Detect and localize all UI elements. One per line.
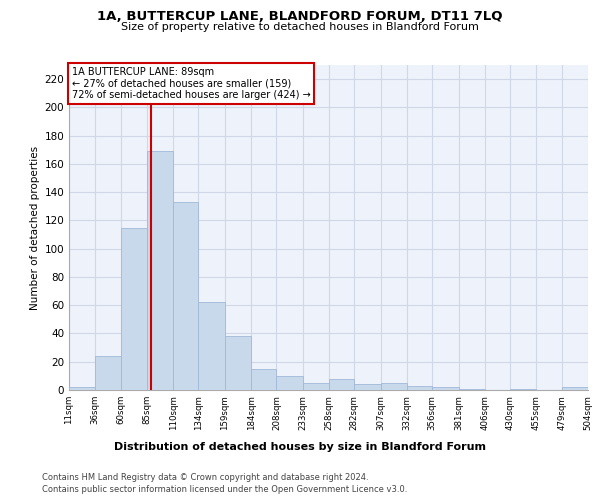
Bar <box>251 369 277 390</box>
Bar <box>562 387 588 390</box>
Text: 1A, BUTTERCUP LANE, BLANDFORD FORUM, DT11 7LQ: 1A, BUTTERCUP LANE, BLANDFORD FORUM, DT1… <box>97 10 503 23</box>
Text: 1A BUTTERCUP LANE: 89sqm
← 27% of detached houses are smaller (159)
72% of semi-: 1A BUTTERCUP LANE: 89sqm ← 27% of detach… <box>71 66 310 100</box>
Bar <box>69 387 95 390</box>
Text: Size of property relative to detached houses in Blandford Forum: Size of property relative to detached ho… <box>121 22 479 32</box>
Bar <box>458 388 485 390</box>
Text: Distribution of detached houses by size in Blandford Forum: Distribution of detached houses by size … <box>114 442 486 452</box>
Bar <box>199 302 225 390</box>
Text: Contains public sector information licensed under the Open Government Licence v3: Contains public sector information licen… <box>42 485 407 494</box>
Bar <box>510 388 536 390</box>
Bar <box>147 151 173 390</box>
Bar <box>329 378 354 390</box>
Y-axis label: Number of detached properties: Number of detached properties <box>30 146 40 310</box>
Bar <box>173 202 199 390</box>
Bar <box>303 383 329 390</box>
Text: Contains HM Land Registry data © Crown copyright and database right 2024.: Contains HM Land Registry data © Crown c… <box>42 472 368 482</box>
Bar <box>407 386 432 390</box>
Bar <box>95 356 121 390</box>
Bar <box>354 384 380 390</box>
Bar <box>380 383 407 390</box>
Bar <box>432 387 458 390</box>
Bar <box>121 228 147 390</box>
Bar <box>225 336 251 390</box>
Bar <box>277 376 303 390</box>
